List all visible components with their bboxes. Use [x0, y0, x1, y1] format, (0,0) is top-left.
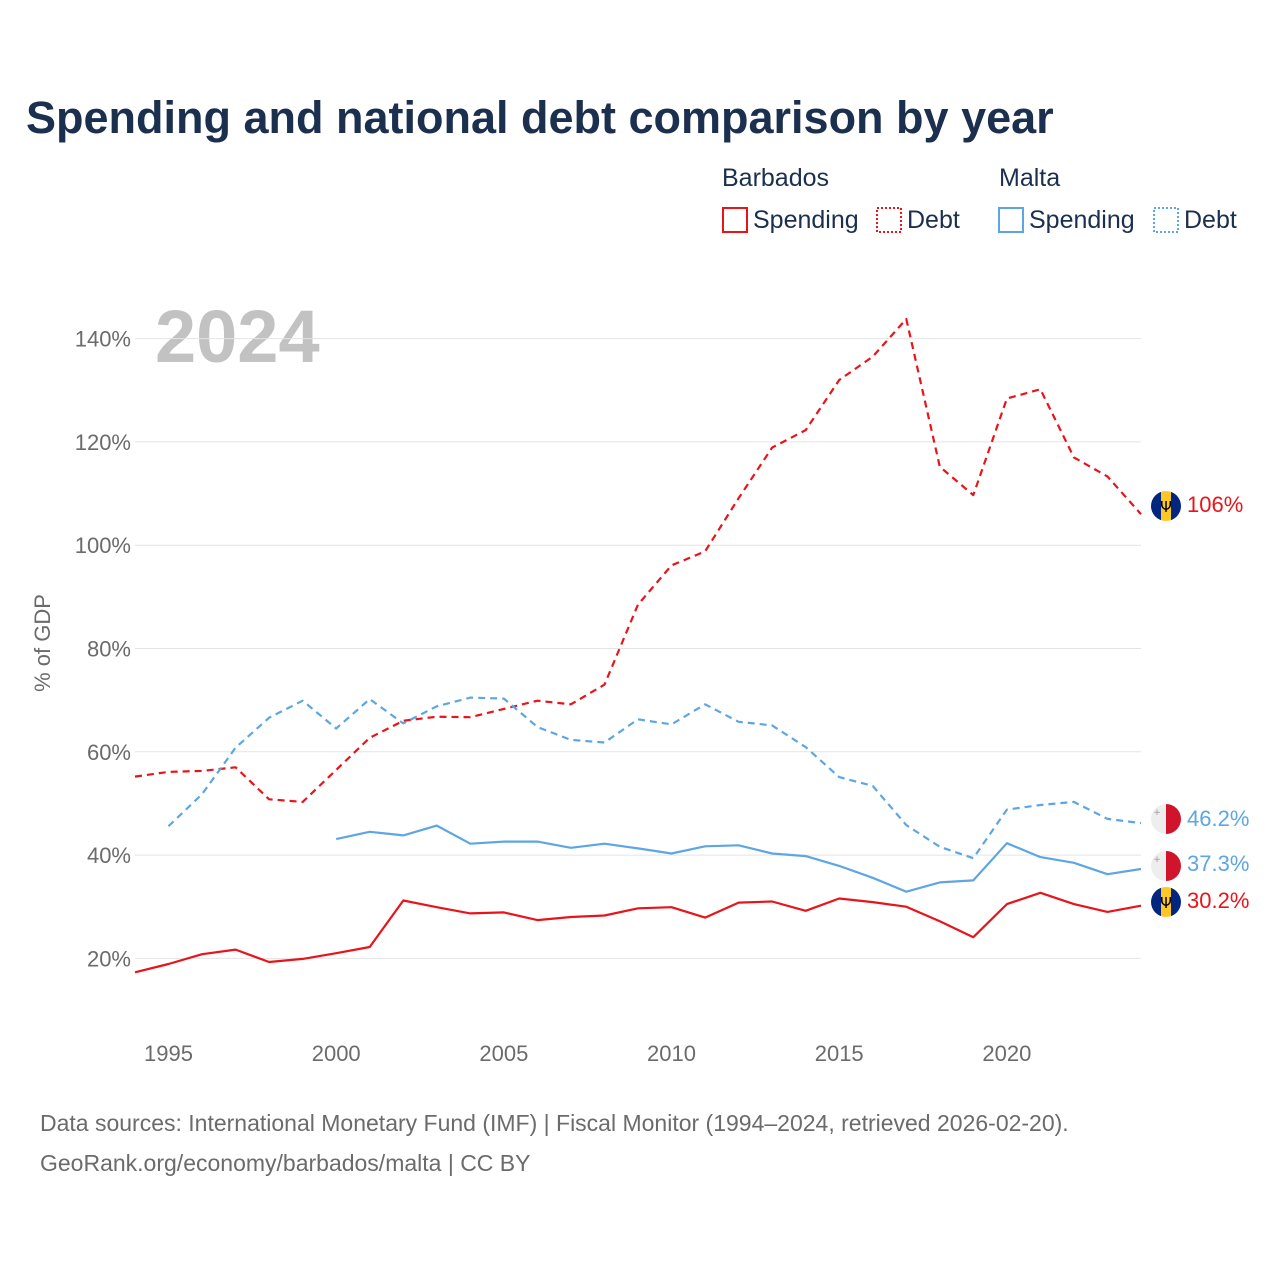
legend-swatch-barbados-debt	[876, 207, 902, 233]
year-watermark: 2024	[155, 295, 320, 378]
legend-label-barbados-spending[interactable]: Spending	[753, 206, 859, 234]
malta-flag-icon: +	[1151, 851, 1181, 881]
series-line-barbados-spending[interactable]	[134, 891, 1142, 974]
y-tick-label: 40%	[87, 843, 131, 868]
legend: Barbados Spending Debt Malta Spending De…	[722, 164, 1237, 234]
x-tick-label: 2020	[982, 1041, 1031, 1066]
barbados-flag-icon: Ψ	[1151, 491, 1181, 521]
legend-label-barbados-debt[interactable]: Debt	[907, 206, 960, 234]
chart-title: Spending and national debt comparison by…	[26, 92, 1054, 143]
legend-group-malta: Malta	[999, 164, 1060, 192]
y-tick-label: 20%	[87, 946, 131, 971]
end-marker-malta-spending: +	[1151, 851, 1181, 881]
gridlines	[135, 338, 1141, 959]
x-tick-label: 2000	[312, 1041, 361, 1066]
end-label-barbados-spending: 30.2%	[1187, 888, 1249, 913]
svg-text:Ψ: Ψ	[1160, 894, 1172, 912]
x-tick-label: 2015	[815, 1041, 864, 1066]
y-tick-label: 60%	[87, 740, 131, 765]
x-tick-label: 2005	[479, 1041, 528, 1066]
svg-text:Ψ: Ψ	[1160, 498, 1172, 516]
y-tick-label: 100%	[75, 533, 131, 558]
series-line-malta-debt[interactable]	[167, 696, 1142, 860]
end-label-malta-spending: 37.3%	[1187, 851, 1249, 876]
legend-label-malta-spending[interactable]: Spending	[1029, 206, 1135, 234]
source-attribution[interactable]: GeoRank.org/economy/barbados/malta | CC …	[40, 1150, 531, 1176]
end-marker-barbados-spending: Ψ	[1151, 887, 1181, 917]
malta-flag-icon: +	[1151, 804, 1181, 834]
y-tick-label: 120%	[75, 430, 131, 455]
legend-swatch-barbados-spending	[722, 207, 748, 233]
end-label-barbados-debt: 106%	[1187, 492, 1243, 517]
x-tick-label: 2010	[647, 1041, 696, 1066]
y-axis-label: % of GDP	[30, 594, 55, 692]
x-tick-label: 1995	[144, 1041, 193, 1066]
x-axis-ticks: 1995 2000 2005 2010 2015 2020	[144, 1041, 1031, 1066]
legend-swatch-malta-spending	[998, 207, 1024, 233]
series-line-malta-spending[interactable]	[335, 824, 1142, 893]
y-tick-label: 140%	[75, 327, 131, 352]
y-tick-label: 80%	[87, 637, 131, 662]
svg-text:+: +	[1153, 855, 1161, 865]
end-label-malta-debt: 46.2%	[1187, 806, 1249, 831]
y-axis-ticks: 20% 40% 60% 80% 100% 120% 140%	[75, 327, 131, 972]
legend-label-malta-debt[interactable]: Debt	[1184, 206, 1237, 234]
barbados-flag-icon: Ψ	[1151, 887, 1181, 917]
series-line-barbados-debt[interactable]	[134, 317, 1142, 804]
legend-swatch-malta-debt	[1153, 207, 1179, 233]
series-lines	[134, 317, 1142, 974]
source-line: Data sources: International Monetary Fun…	[40, 1110, 1069, 1136]
end-marker-barbados-debt: Ψ	[1151, 491, 1181, 521]
legend-group-barbados: Barbados	[722, 164, 829, 192]
end-marker-malta-debt: +	[1151, 804, 1181, 834]
svg-text:+: +	[1153, 808, 1161, 818]
